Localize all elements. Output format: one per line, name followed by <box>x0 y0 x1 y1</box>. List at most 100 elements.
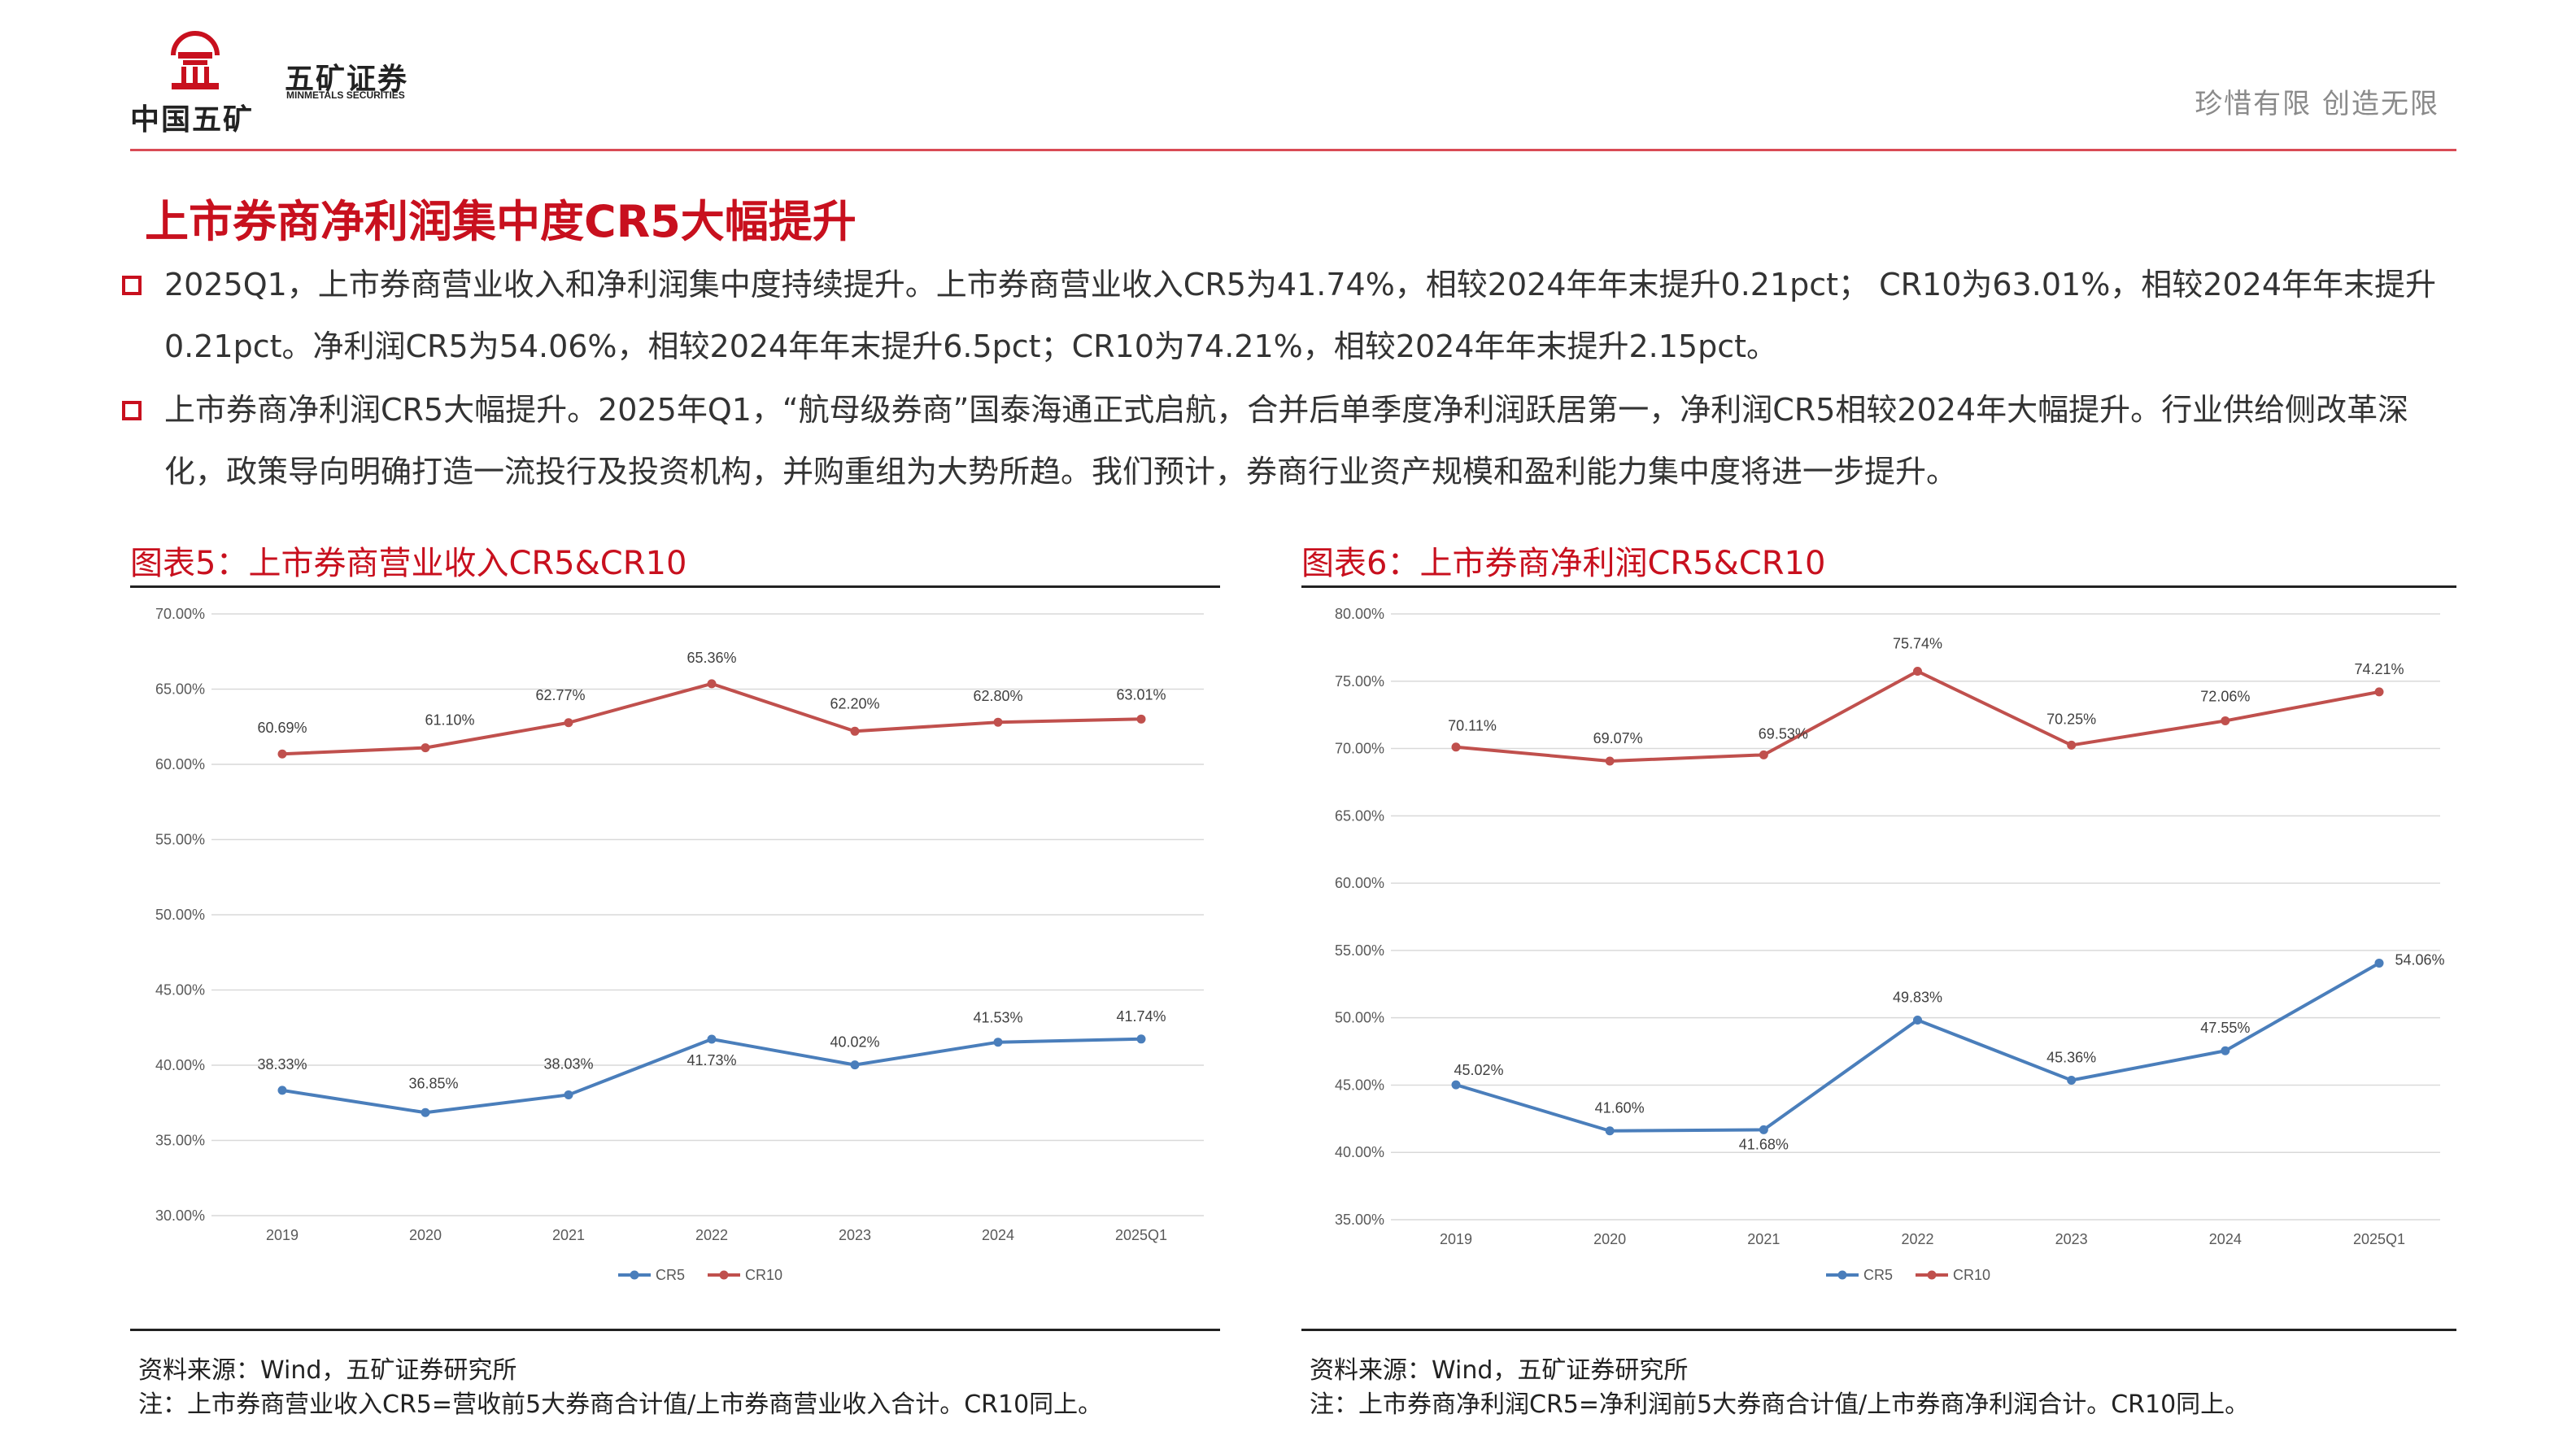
y-tick-label: 45.00% <box>1335 1077 1384 1093</box>
y-tick-label: 35.00% <box>1335 1212 1384 1228</box>
legend-label: CR10 <box>1953 1267 1990 1283</box>
data-point <box>2067 740 2077 750</box>
y-tick-label: 40.00% <box>155 1057 205 1073</box>
data-point <box>850 726 860 736</box>
chart-bottom-rule <box>1301 1329 2456 1331</box>
net-profit-line-chart: 35.00% 40.00% 45.00% 50.00% 55.00% 60.00% 65.0… <box>1335 606 2445 1283</box>
data-label: 63.01% <box>1116 686 1166 703</box>
data-label: 75.74% <box>1893 636 1942 652</box>
chart-caption: 图表5：上市券商营业收入CR5&CR10 <box>130 545 687 582</box>
slogan: 珍惜有限 创造无限 <box>2195 88 2439 120</box>
data-label: 69.53% <box>1759 725 1808 742</box>
y-tick-label: 50.00% <box>1335 1010 1384 1026</box>
legend-label: CR5 <box>656 1267 685 1283</box>
chart-bottom-rule <box>130 1329 1220 1331</box>
data-label: 72.06% <box>2200 688 2250 704</box>
data-point <box>2374 958 2384 968</box>
x-tick-label: 2022 <box>695 1227 728 1243</box>
data-point <box>2221 716 2230 725</box>
data-label: 41.74% <box>1116 1008 1166 1025</box>
data-label: 54.06% <box>2395 951 2444 968</box>
chart-caption: 图表6：上市券商净利润CR5&CR10 <box>1301 545 1826 582</box>
y-tick-label: 50.00% <box>155 907 205 923</box>
data-label: 40.02% <box>830 1034 879 1051</box>
y-tick-label: 55.00% <box>1335 942 1384 959</box>
y-tick-label: 65.00% <box>1335 807 1384 824</box>
bullet-square-icon <box>122 401 142 420</box>
data-point <box>1913 667 1922 677</box>
brand-name-en: MINMETALS SECURITIES <box>286 89 405 101</box>
data-label: 38.03% <box>543 1055 593 1072</box>
x-tick-label: 2021 <box>1747 1231 1780 1247</box>
data-point <box>277 1086 287 1095</box>
x-tick-label: 2021 <box>552 1227 585 1243</box>
chart-source: 资料来源：Wind，五矿证券研究所 <box>138 1356 517 1385</box>
data-label: 61.10% <box>425 712 474 729</box>
series-line-cr10 <box>1455 669 2380 763</box>
x-tick-label: 2023 <box>839 1227 871 1243</box>
legend-marker <box>1837 1270 1847 1280</box>
data-label: 41.60% <box>1595 1100 1645 1116</box>
data-label: 45.36% <box>2046 1049 2096 1065</box>
data-label: 49.83% <box>1893 989 1942 1005</box>
data-label: 41.53% <box>973 1010 1022 1026</box>
data-label: 70.11% <box>1448 718 1497 734</box>
legend-marker <box>1927 1270 1937 1280</box>
page-title: 上市券商净利润集中度CR5大幅提升 <box>145 196 856 247</box>
data-label: 41.68% <box>1739 1136 1789 1152</box>
data-label: 47.55% <box>2200 1020 2250 1036</box>
data-point <box>1136 1034 1146 1044</box>
data-point <box>421 1107 430 1117</box>
y-tick-label: 70.00% <box>155 606 205 622</box>
data-point <box>707 679 717 689</box>
data-label: 60.69% <box>257 720 307 736</box>
data-label: 45.02% <box>1454 1062 1503 1078</box>
x-tick-label: 2025Q1 <box>1115 1227 1167 1243</box>
y-tick-label: 80.00% <box>1335 606 1384 622</box>
x-tick-label: 2022 <box>1901 1231 1933 1247</box>
x-tick-label: 2023 <box>2055 1231 2088 1247</box>
x-tick-label: 2024 <box>2209 1231 2242 1247</box>
data-point <box>1605 756 1615 766</box>
data-point <box>1913 1015 1922 1025</box>
chart-top-rule <box>130 585 1220 588</box>
data-point <box>564 1090 573 1099</box>
data-point <box>1136 714 1146 724</box>
legend-marker <box>630 1270 639 1280</box>
data-label: 69.07% <box>1593 730 1643 746</box>
x-tick-label: 2025Q1 <box>2353 1231 2405 1247</box>
x-tick-label: 2020 <box>409 1227 442 1243</box>
y-tick-label: 45.00% <box>155 982 205 999</box>
legend-marker <box>719 1270 729 1280</box>
x-tick-label: 2019 <box>1440 1231 1472 1247</box>
chart-top-rule <box>1301 585 2456 588</box>
y-tick-label: 30.00% <box>155 1208 205 1224</box>
data-label: 41.73% <box>686 1052 736 1068</box>
data-point <box>2374 687 2384 697</box>
x-tick-label: 2024 <box>982 1227 1014 1243</box>
data-label: 74.21% <box>2354 661 2404 677</box>
x-tick-label: 2020 <box>1593 1231 1626 1247</box>
x-tick-label: 2019 <box>266 1227 299 1243</box>
bullet-text: 2025Q1，上市券商营业收入和净利润集中度持续提升。上市券商营业收入CR5为4… <box>164 267 2437 364</box>
page-header: 中国五矿 五矿证券 MINMETALS SECURITIES 珍惜有限 创造无限 <box>0 0 2576 154</box>
chart-note: 注：上市券商净利润CR5=净利润前5大券商合计值/上市券商净利润合计。CR10同… <box>1310 1390 2250 1419</box>
header-divider <box>130 149 2456 151</box>
data-label: 38.33% <box>257 1056 307 1073</box>
y-tick-label: 65.00% <box>155 681 205 698</box>
data-point <box>850 1060 860 1070</box>
y-tick-label: 35.00% <box>155 1133 205 1149</box>
data-point <box>1605 1126 1615 1136</box>
legend-label: CR5 <box>1863 1267 1893 1283</box>
data-point <box>2221 1046 2230 1055</box>
data-point <box>993 1038 1003 1047</box>
logo-text: 中国五矿 <box>130 103 255 137</box>
bullet-square-icon <box>122 276 142 295</box>
data-label: 62.20% <box>830 695 879 711</box>
minmetals-logo-icon <box>171 31 220 89</box>
data-label: 36.85% <box>408 1075 458 1091</box>
y-tick-label: 55.00% <box>155 832 205 848</box>
data-point <box>707 1034 717 1044</box>
data-point <box>421 743 430 753</box>
data-label: 62.80% <box>973 688 1022 704</box>
